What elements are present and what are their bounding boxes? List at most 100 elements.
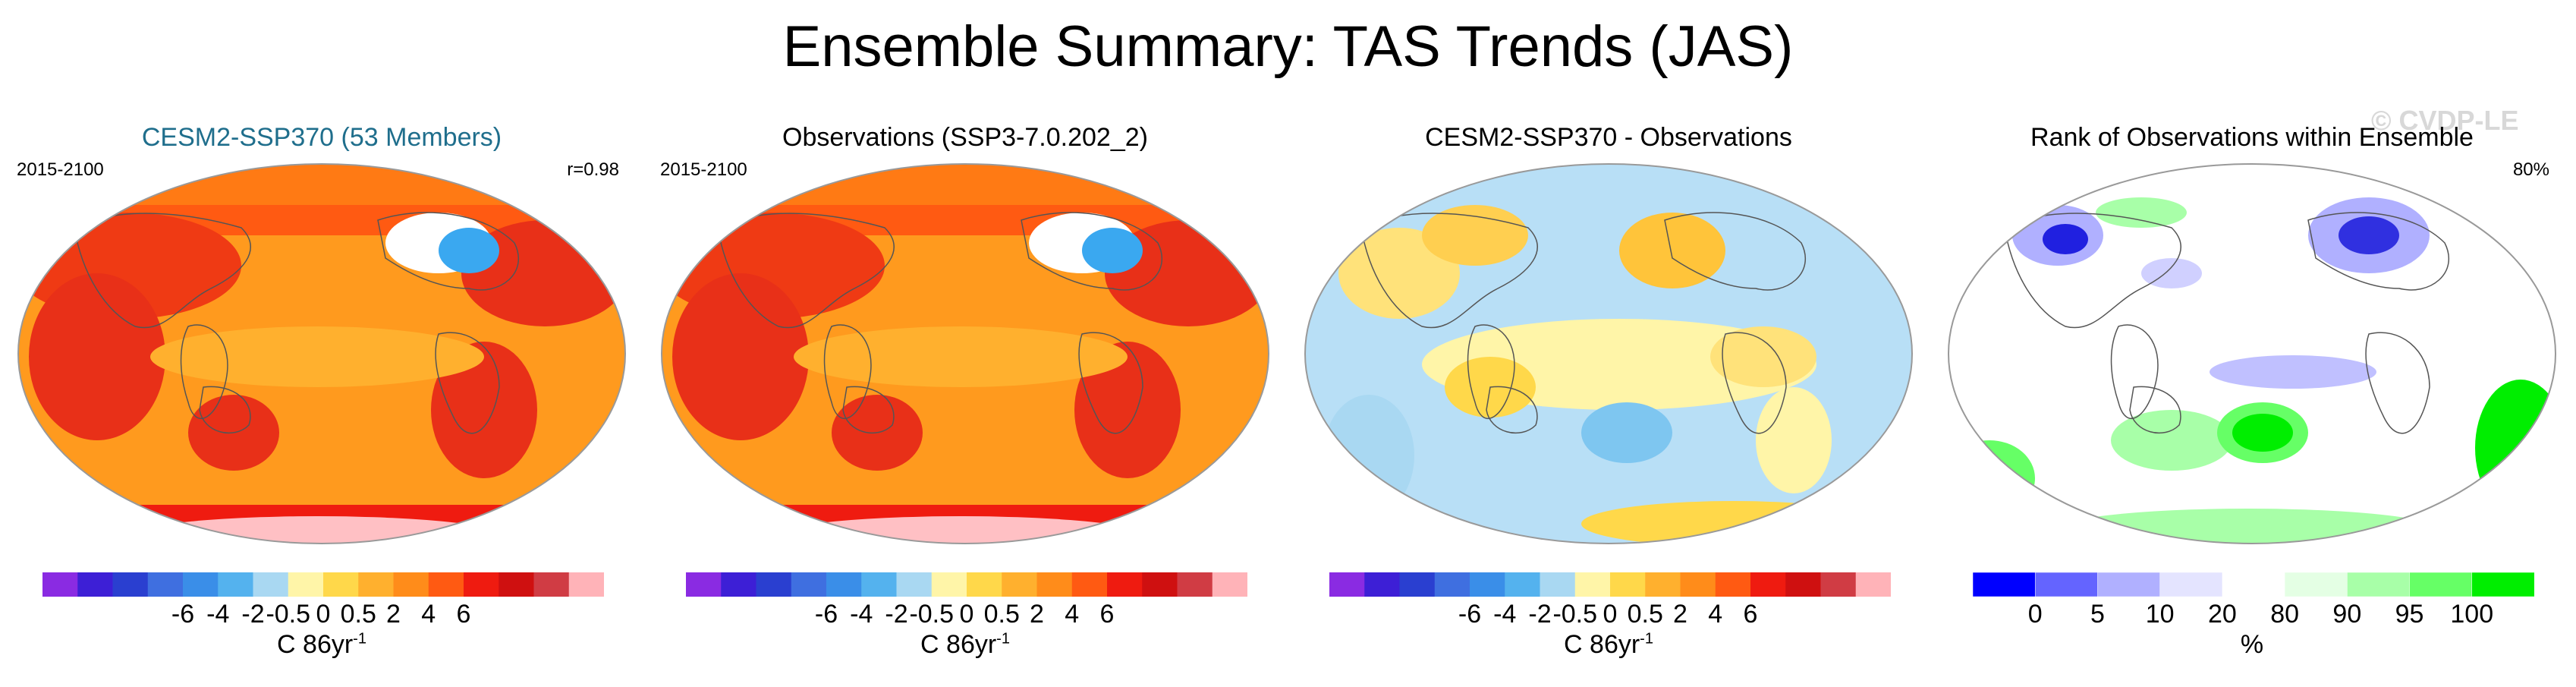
colorbar-cell [756, 572, 792, 597]
colorbar-cell [1071, 572, 1108, 597]
colorbar-cell [1574, 572, 1611, 597]
colorbar-unit-label: C 86yr-1 [643, 630, 1287, 660]
map-panel: Rank of Observations within Ensemble 80% 0… [1930, 114, 2574, 687]
map-field-region [29, 273, 165, 440]
map-panel: CESM2-SSP370 - Observations -6 -4 -2 -0.5 0 0.… [1287, 114, 1930, 687]
coastline [823, 324, 872, 419]
unit-base: C 86yr [920, 630, 997, 659]
map-border [1948, 163, 2556, 544]
coastline [74, 213, 251, 329]
colorbar-cell [1036, 572, 1073, 597]
unit-base: % [2240, 630, 2264, 659]
colorbar-cell [1107, 572, 1143, 597]
coastline [377, 212, 520, 291]
colorbar-cell [1505, 572, 1540, 597]
coastline [717, 213, 895, 329]
map-field-region [1710, 326, 1816, 387]
colorbar-cell [147, 572, 184, 597]
colorbar-tick-label: 100 [2450, 600, 2494, 629]
map-field-region [1422, 205, 1528, 266]
map-field-region [1581, 501, 1885, 544]
colorbar-tick-label: 0 [959, 600, 974, 629]
colorbar-tick-label: -0.5 [1552, 600, 1598, 629]
colorbar-cell [1750, 572, 1786, 597]
colorbar-cell [2034, 572, 2099, 597]
world-map [1304, 163, 1913, 544]
map-field-region [2043, 224, 2088, 254]
colorbar-cell [1610, 572, 1646, 597]
coastline [2307, 212, 2450, 291]
colorbar-tick-label: -6 [171, 600, 195, 629]
colorbar-tick-label: 0 [316, 600, 331, 629]
colorbar-unit-label: C 86yr-1 [1287, 630, 1930, 660]
colorbar-tick-label: 80 [2270, 600, 2300, 629]
colorbar [1329, 572, 1891, 597]
colorbar-cell [499, 572, 534, 597]
colorbar-cell [721, 572, 756, 597]
colorbar-cell [393, 572, 429, 597]
colorbar-tick-label: 0 [1603, 600, 1618, 629]
colorbar-cell [1434, 572, 1470, 597]
map-border [1304, 163, 1913, 544]
colorbar-tick-label: 90 [2332, 600, 2362, 629]
colorbar-cell [42, 572, 78, 597]
colorbar-cell [2471, 572, 2534, 597]
map-field-region [662, 164, 1269, 213]
map-field-region [794, 326, 1128, 387]
coastline [1021, 212, 1163, 291]
map-field-region [150, 326, 484, 387]
map-field-region [1074, 342, 1181, 478]
colorbar-tick-label: 6 [1743, 600, 1758, 629]
colorbar-cell [2222, 572, 2285, 597]
colorbar-tick-label: 0.5 [340, 600, 376, 629]
map-border [17, 163, 626, 544]
colorbar-cell [77, 572, 113, 597]
colorbar-cell [1002, 572, 1037, 597]
colorbar-tick-label: -4 [1493, 600, 1517, 629]
colorbar-unit-label: % [1930, 630, 2574, 660]
colorbar-cell [1540, 572, 1576, 597]
coastline [2004, 213, 2181, 329]
coastline [1664, 212, 1807, 291]
colorbar-cell [967, 572, 1002, 597]
coastline [1486, 386, 1538, 433]
colorbar-tick-label: 20 [2207, 600, 2237, 629]
colorbar-cell [323, 572, 359, 597]
stat-label: r=0.98 [567, 159, 619, 180]
coastline [1722, 332, 1787, 434]
colorbar-cell [861, 572, 897, 597]
colorbar-cell [2347, 572, 2411, 597]
map-field-region [1082, 228, 1143, 273]
coastline [2129, 386, 2181, 433]
map-field-region [2111, 410, 2232, 471]
colorbar-cell [1973, 572, 2036, 597]
colorbar-cell [2409, 572, 2473, 597]
colorbar [686, 572, 1247, 597]
colorbar-cell [253, 572, 289, 597]
colorbar-cell [1399, 572, 1436, 597]
main-title: Ensemble Summary: TAS Trends (JAS) [782, 14, 1794, 79]
colorbar-cell [1177, 572, 1213, 597]
colorbar-tick-label: 0.5 [983, 600, 1020, 629]
colorbar-cell [464, 572, 499, 597]
map-field-region [2096, 197, 2187, 228]
panel-title: Rank of Observations within Ensemble [2030, 123, 2474, 152]
colorbar-tick-label: 4 [1065, 600, 1080, 629]
colorbar-cell [791, 572, 827, 597]
colorbar [42, 572, 604, 597]
period-label: 2015-2100 [17, 159, 104, 180]
map-field-region [763, 516, 1158, 544]
coastline [2110, 324, 2159, 419]
colorbar-cell [896, 572, 933, 597]
colorbar-tick-label: -6 [814, 600, 838, 629]
map-border [661, 163, 1269, 544]
map-field-region [1619, 213, 1725, 288]
colorbar-cell [2284, 572, 2348, 597]
colorbar-cell [1212, 572, 1247, 597]
coastline [1467, 324, 1515, 419]
map-field-region [18, 164, 625, 213]
colorbar-cell [686, 572, 722, 597]
colorbar-cell [183, 572, 219, 597]
map-field-region [431, 342, 537, 478]
colorbar-tick-label: 6 [1099, 600, 1115, 629]
